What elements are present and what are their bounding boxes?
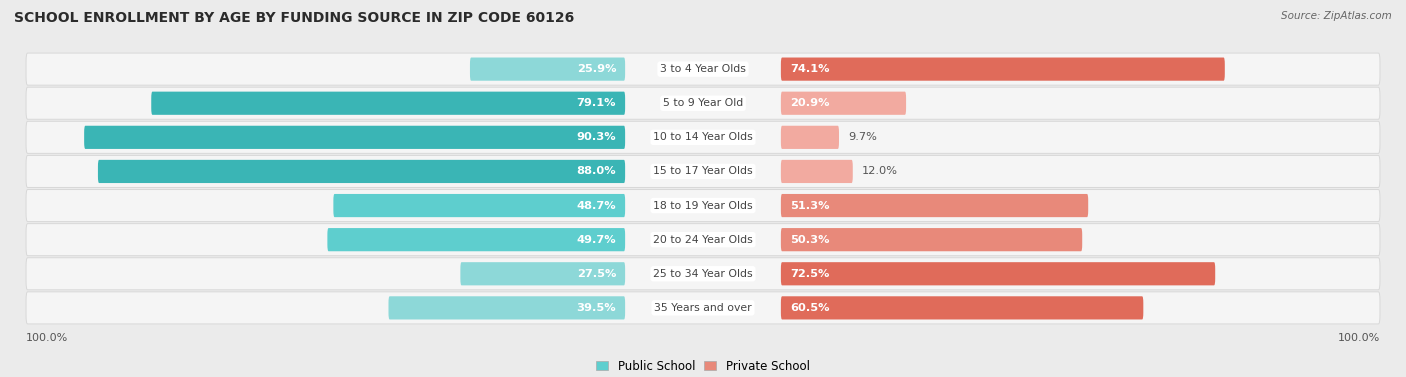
FancyBboxPatch shape (27, 121, 1379, 153)
FancyBboxPatch shape (780, 296, 1143, 319)
Text: 48.7%: 48.7% (576, 201, 616, 211)
Text: 39.5%: 39.5% (576, 303, 616, 313)
FancyBboxPatch shape (98, 160, 626, 183)
Legend: Public School, Private School: Public School, Private School (592, 355, 814, 377)
Text: 60.5%: 60.5% (790, 303, 830, 313)
Text: 88.0%: 88.0% (576, 166, 616, 176)
Text: 20 to 24 Year Olds: 20 to 24 Year Olds (654, 234, 752, 245)
FancyBboxPatch shape (780, 194, 1088, 217)
Text: 5 to 9 Year Old: 5 to 9 Year Old (662, 98, 744, 108)
Text: 25 to 34 Year Olds: 25 to 34 Year Olds (654, 269, 752, 279)
FancyBboxPatch shape (780, 262, 1215, 285)
Text: 9.7%: 9.7% (848, 132, 877, 143)
Text: 3 to 4 Year Olds: 3 to 4 Year Olds (659, 64, 747, 74)
FancyBboxPatch shape (27, 224, 1379, 256)
Text: 12.0%: 12.0% (862, 166, 898, 176)
Text: 74.1%: 74.1% (790, 64, 830, 74)
FancyBboxPatch shape (460, 262, 626, 285)
FancyBboxPatch shape (328, 228, 626, 251)
FancyBboxPatch shape (27, 53, 1379, 85)
Text: 35 Years and over: 35 Years and over (654, 303, 752, 313)
FancyBboxPatch shape (388, 296, 626, 319)
Text: SCHOOL ENROLLMENT BY AGE BY FUNDING SOURCE IN ZIP CODE 60126: SCHOOL ENROLLMENT BY AGE BY FUNDING SOUR… (14, 11, 574, 25)
FancyBboxPatch shape (780, 160, 853, 183)
FancyBboxPatch shape (333, 194, 626, 217)
FancyBboxPatch shape (780, 58, 1225, 81)
FancyBboxPatch shape (470, 58, 626, 81)
Text: 15 to 17 Year Olds: 15 to 17 Year Olds (654, 166, 752, 176)
FancyBboxPatch shape (27, 190, 1379, 222)
Text: 49.7%: 49.7% (576, 234, 616, 245)
FancyBboxPatch shape (780, 92, 905, 115)
Text: 20.9%: 20.9% (790, 98, 830, 108)
FancyBboxPatch shape (780, 126, 839, 149)
FancyBboxPatch shape (27, 155, 1379, 187)
FancyBboxPatch shape (84, 126, 626, 149)
Text: 79.1%: 79.1% (576, 98, 616, 108)
Text: 100.0%: 100.0% (1337, 334, 1379, 343)
FancyBboxPatch shape (27, 292, 1379, 324)
FancyBboxPatch shape (27, 258, 1379, 290)
FancyBboxPatch shape (27, 87, 1379, 119)
Text: 10 to 14 Year Olds: 10 to 14 Year Olds (654, 132, 752, 143)
Text: 90.3%: 90.3% (576, 132, 616, 143)
Text: 25.9%: 25.9% (576, 64, 616, 74)
Text: 50.3%: 50.3% (790, 234, 830, 245)
FancyBboxPatch shape (152, 92, 626, 115)
Text: 72.5%: 72.5% (790, 269, 830, 279)
Text: Source: ZipAtlas.com: Source: ZipAtlas.com (1281, 11, 1392, 21)
Text: 51.3%: 51.3% (790, 201, 830, 211)
Text: 18 to 19 Year Olds: 18 to 19 Year Olds (654, 201, 752, 211)
Text: 27.5%: 27.5% (576, 269, 616, 279)
Text: 100.0%: 100.0% (27, 334, 69, 343)
FancyBboxPatch shape (780, 228, 1083, 251)
